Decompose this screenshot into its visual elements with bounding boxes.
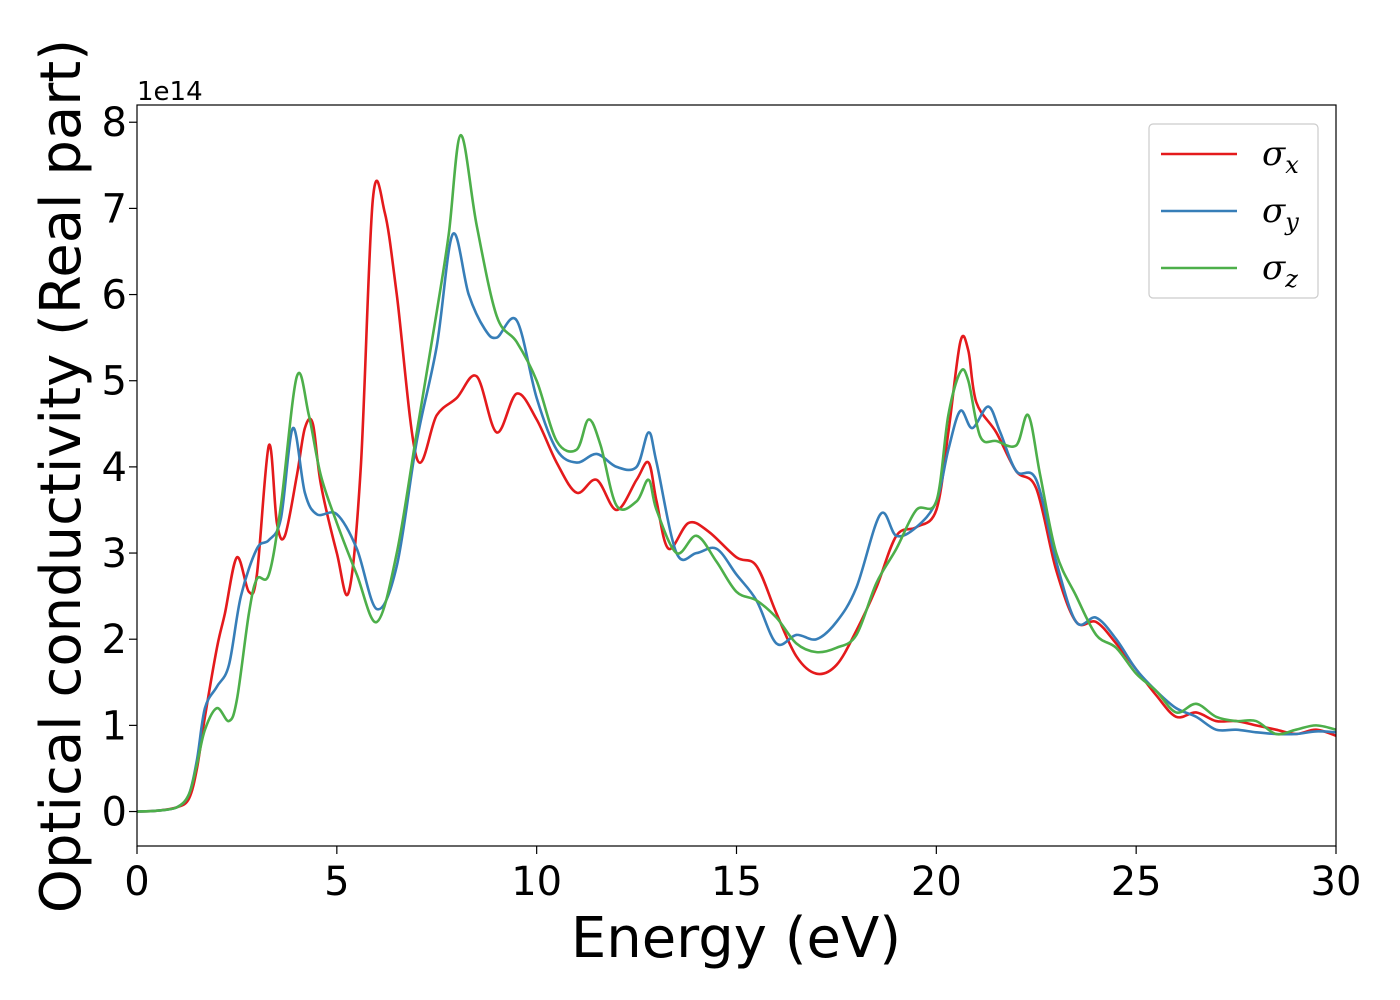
series-line-z xyxy=(137,133,1336,813)
y-tick-label: 0 xyxy=(102,790,127,836)
series-lines xyxy=(137,133,1336,813)
y-tick-label: 7 xyxy=(102,186,127,232)
y-tick-label: 2 xyxy=(102,617,127,663)
y-axis-label: Optical conductivity (Real part) xyxy=(29,39,94,913)
x-tick-label: 20 xyxy=(911,859,962,905)
x-tick-label: 30 xyxy=(1311,859,1362,905)
y-axis-offset-label: 1e14 xyxy=(137,77,203,107)
x-axis-label: Energy (eV) xyxy=(571,906,901,971)
y-tick-label: 3 xyxy=(102,531,127,577)
y-tick-label: 6 xyxy=(102,273,127,319)
legend-label-y: σy xyxy=(1262,191,1299,236)
series-line-y xyxy=(137,232,1336,813)
y-tick-label: 4 xyxy=(102,445,127,491)
legend-label-z: σz xyxy=(1262,248,1298,293)
x-tick-label: 15 xyxy=(711,859,762,905)
y-tick-label: 8 xyxy=(102,100,127,146)
plot-frame xyxy=(136,104,1337,847)
x-tick-label: 10 xyxy=(511,859,562,905)
y-tick-label: 1 xyxy=(102,703,127,749)
x-axis-ticks: 0 5 10 15 20 25 30 xyxy=(124,846,1361,905)
legend: σx σy σz xyxy=(1148,123,1319,299)
x-tick-label: 25 xyxy=(1111,859,1162,905)
y-tick-label: 5 xyxy=(102,359,127,405)
legend-label-x: σx xyxy=(1262,134,1299,179)
y-axis-ticks: 0 1 2 3 4 5 6 7 8 xyxy=(102,100,137,836)
x-tick-label: 0 xyxy=(124,859,149,905)
x-tick-label: 5 xyxy=(324,859,349,905)
